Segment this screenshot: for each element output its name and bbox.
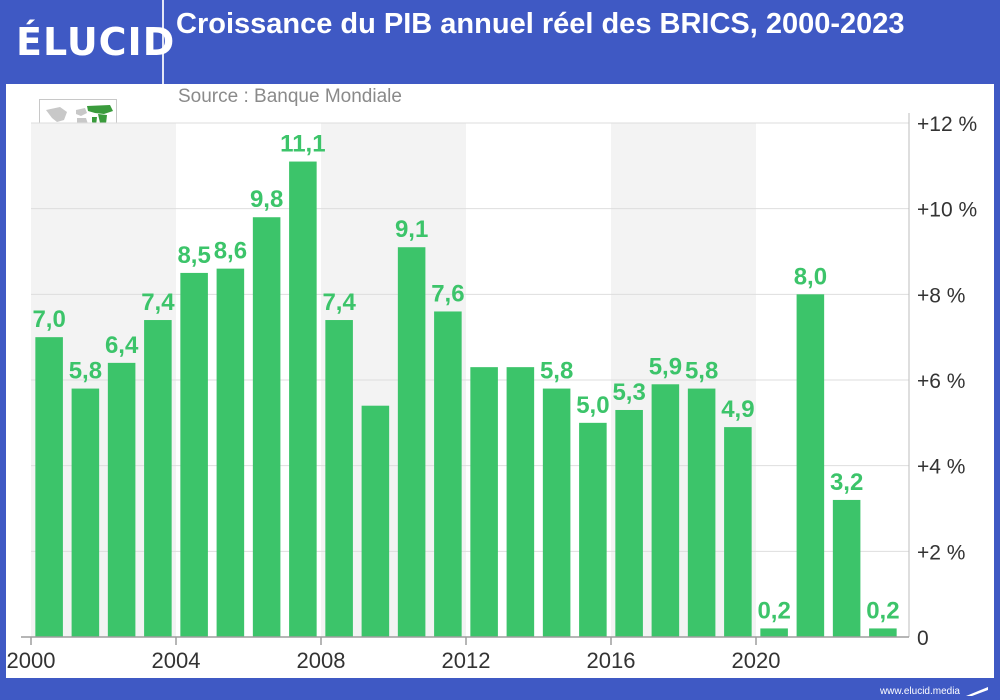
data-label: 0,2 (866, 597, 899, 624)
x-tick-label: 2020 (732, 648, 781, 673)
bar (35, 337, 63, 637)
bar (434, 311, 462, 637)
x-tick-label: 2000 (7, 648, 56, 673)
y-tick-label: +12 % (917, 113, 977, 136)
data-label: 7,4 (141, 289, 175, 316)
bar (289, 161, 317, 638)
bar (615, 409, 643, 637)
bar (252, 217, 281, 637)
bar (796, 294, 825, 637)
data-label: 5,8 (540, 358, 573, 385)
x-tick-label: 2016 (587, 648, 636, 673)
y-tick-label: +10 % (917, 199, 977, 222)
data-label: 7,0 (32, 306, 65, 333)
bar (144, 320, 172, 637)
bar (506, 367, 535, 637)
data-label: 8,0 (794, 263, 827, 290)
data-label: 5,9 (649, 353, 682, 380)
bar (216, 268, 245, 637)
y-tick-label: +2 % (917, 541, 965, 564)
bar (180, 272, 208, 637)
y-tick-label: 0 (917, 627, 929, 650)
source-note: Source : Banque Mondiale (178, 86, 402, 107)
data-label: 0,2 (757, 597, 790, 624)
bar (71, 388, 100, 637)
bar (361, 405, 390, 637)
header-divider (162, 0, 164, 84)
header: ÉLUCID Croissance du PIB annuel réel des… (0, 0, 1000, 84)
data-label: 6,4 (105, 332, 139, 359)
footer-url[interactable]: www.elucid.media (879, 686, 960, 697)
bar (542, 388, 571, 637)
data-label: 8,6 (214, 238, 247, 265)
y-tick-label: +6 % (917, 370, 965, 393)
data-label: 11,1 (280, 131, 325, 158)
y-tick-label: +4 % (917, 456, 965, 479)
data-label: 7,4 (322, 289, 356, 316)
data-label: 5,0 (576, 392, 609, 419)
data-label: 5,3 (612, 379, 645, 406)
bar (651, 384, 680, 637)
bar (325, 320, 353, 637)
data-label: 9,8 (250, 186, 283, 213)
chart-title: Croissance du PIB annuel réel des BRICS,… (176, 8, 905, 40)
bar (832, 499, 861, 637)
chart-panel: Source : Banque Mondiale 0 +2 % +4 % +6 % +8… (6, 84, 994, 678)
bar (397, 247, 426, 637)
data-label: 8,5 (177, 242, 210, 269)
elucid-mark-icon (966, 687, 988, 696)
bar (470, 367, 498, 637)
bar-chart: 0+2 %+4 %+6 %+8 %+10 %+12 %7,05,86,47,48… (7, 113, 977, 673)
data-label: 7,6 (431, 280, 464, 307)
bar (869, 628, 897, 637)
x-tick-label: 2004 (152, 648, 201, 673)
x-tick-label: 2008 (297, 648, 346, 673)
data-label: 5,8 (69, 358, 102, 385)
bar (107, 362, 136, 637)
elucid-logo[interactable]: ÉLUCID (16, 20, 176, 64)
bar (724, 427, 752, 637)
data-label: 9,1 (395, 216, 428, 243)
bar (579, 422, 607, 637)
y-tick-label: +8 % (917, 284, 965, 307)
x-tick-label: 2012 (442, 648, 491, 673)
bar (760, 628, 788, 637)
data-label: 4,9 (721, 396, 754, 423)
data-label: 3,2 (830, 469, 863, 496)
data-label: 5,8 (685, 358, 718, 385)
bar (687, 388, 716, 637)
